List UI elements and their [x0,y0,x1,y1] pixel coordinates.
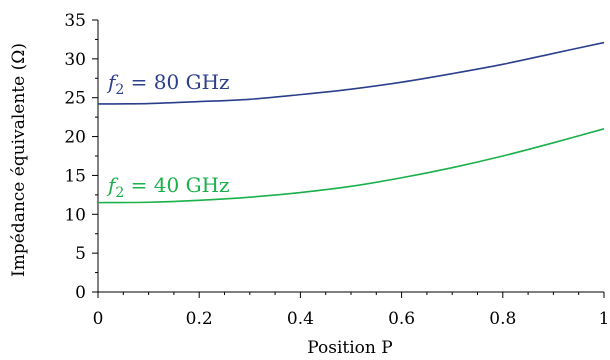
y-tick-label: 5 [75,244,86,264]
x-axis-title: Position P [307,338,392,358]
x-tick-label: 0.8 [489,309,516,329]
series-80ghz-line [97,41,605,105]
series-label-text: = 80 GHz [124,70,229,94]
x-tick-label: 0.4 [287,309,314,329]
y-tick-label: 0 [75,283,86,303]
series-label-subscript: 2 [115,82,124,98]
x-tick-label: 1 [599,309,610,329]
y-tick-label: 35 [64,11,86,31]
x-tick-label: 0.2 [186,309,213,329]
axes: 0 5 10 15 20 25 30 35 0 0.2 0.4 0.6 0.8 1 [64,11,609,329]
x-tick-label: 0 [93,309,104,329]
y-tick-label: 25 [64,89,86,109]
y-axis-title: Impédance équivalente (Ω) [9,43,29,277]
series-40ghz-label: f2 = 40 GHz [106,173,230,201]
series-labels: f2 = 80 GHz f2 = 40 GHz [106,70,230,201]
y-tick-label: 10 [64,205,86,225]
series-label-subscript: 2 [115,185,124,201]
series-label-text: = 40 GHz [124,173,229,197]
y-tick-label: 30 [64,50,86,70]
y-tick-label: 20 [64,128,86,148]
series-80ghz-label: f2 = 80 GHz [106,70,230,98]
series-lines [97,41,605,204]
y-tick-label: 15 [64,166,86,186]
series-40ghz-line [97,128,605,204]
x-tick-label: 0.6 [388,309,415,329]
